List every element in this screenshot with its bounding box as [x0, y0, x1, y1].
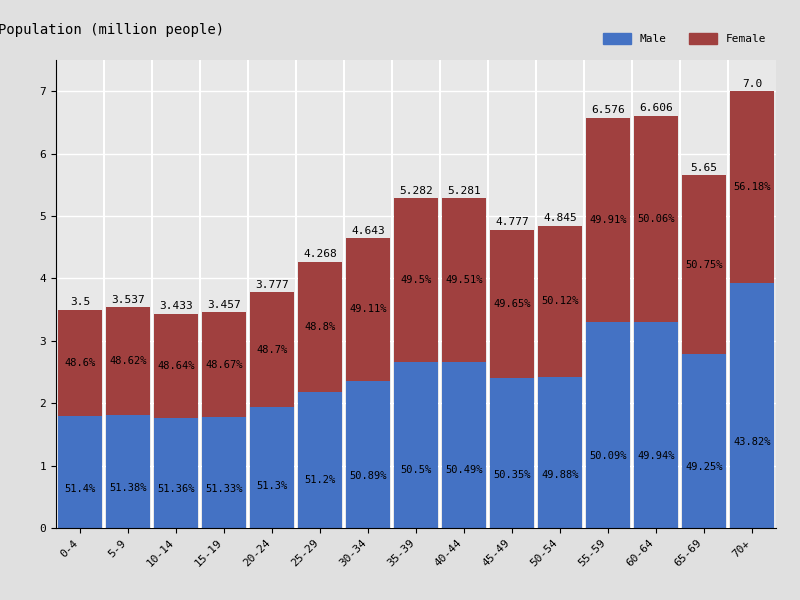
- Text: 51.36%: 51.36%: [158, 484, 194, 494]
- Text: 48.67%: 48.67%: [206, 360, 242, 370]
- Bar: [730, 283, 774, 528]
- Bar: [250, 292, 294, 407]
- Bar: [202, 312, 246, 417]
- Bar: [442, 199, 486, 362]
- Text: 48.64%: 48.64%: [158, 361, 194, 371]
- Text: 5.282: 5.282: [399, 186, 433, 196]
- Text: 3.433: 3.433: [159, 301, 193, 311]
- Bar: [346, 380, 390, 528]
- Text: 43.82%: 43.82%: [734, 437, 770, 447]
- Bar: [346, 238, 390, 380]
- Text: 49.94%: 49.94%: [638, 451, 674, 461]
- Text: 50.5%: 50.5%: [400, 465, 432, 475]
- Text: 48.7%: 48.7%: [256, 345, 288, 355]
- Text: 51.4%: 51.4%: [64, 484, 96, 494]
- Text: 3.457: 3.457: [207, 300, 241, 310]
- Text: 50.49%: 50.49%: [446, 465, 482, 475]
- Text: 49.5%: 49.5%: [400, 275, 432, 285]
- Text: 49.11%: 49.11%: [350, 304, 386, 314]
- Text: 6.606: 6.606: [639, 103, 673, 113]
- Text: Population (million people): Population (million people): [0, 23, 225, 37]
- Text: 51.3%: 51.3%: [256, 481, 288, 491]
- Bar: [586, 118, 630, 322]
- Text: 50.75%: 50.75%: [686, 260, 722, 270]
- Bar: [298, 392, 342, 528]
- Text: 48.6%: 48.6%: [64, 358, 96, 368]
- Text: 50.06%: 50.06%: [638, 214, 674, 224]
- Text: 4.845: 4.845: [543, 213, 577, 223]
- Bar: [490, 378, 534, 528]
- Text: 4.777: 4.777: [495, 217, 529, 227]
- Bar: [394, 199, 438, 362]
- Bar: [298, 262, 342, 392]
- Text: 3.777: 3.777: [255, 280, 289, 290]
- Bar: [682, 355, 726, 528]
- Bar: [394, 362, 438, 528]
- Bar: [442, 362, 486, 528]
- Text: 4.643: 4.643: [351, 226, 385, 236]
- Bar: [58, 310, 102, 416]
- Text: 3.5: 3.5: [70, 297, 90, 307]
- Legend: Male, Female: Male, Female: [598, 28, 770, 49]
- Text: 50.12%: 50.12%: [542, 296, 578, 307]
- Bar: [730, 91, 774, 283]
- Text: 7.0: 7.0: [742, 79, 762, 89]
- Text: 3.537: 3.537: [111, 295, 145, 305]
- Bar: [58, 416, 102, 528]
- Text: 51.33%: 51.33%: [206, 484, 242, 494]
- Bar: [634, 322, 678, 528]
- Text: 49.65%: 49.65%: [494, 299, 530, 309]
- Text: 48.62%: 48.62%: [110, 356, 146, 366]
- Bar: [490, 230, 534, 378]
- Bar: [106, 307, 150, 415]
- Text: 49.25%: 49.25%: [686, 462, 722, 472]
- Text: 48.8%: 48.8%: [304, 322, 336, 332]
- Bar: [250, 407, 294, 528]
- Bar: [202, 417, 246, 528]
- Bar: [634, 116, 678, 322]
- Text: 51.2%: 51.2%: [304, 475, 336, 485]
- Bar: [682, 175, 726, 355]
- Text: 49.51%: 49.51%: [446, 275, 482, 285]
- Bar: [538, 377, 582, 528]
- Text: 56.18%: 56.18%: [734, 182, 770, 192]
- Bar: [586, 322, 630, 528]
- Text: 50.09%: 50.09%: [590, 451, 626, 461]
- Text: 49.88%: 49.88%: [542, 470, 578, 480]
- Text: 5.281: 5.281: [447, 186, 481, 196]
- Bar: [154, 418, 198, 528]
- Text: 6.576: 6.576: [591, 105, 625, 115]
- Text: 49.91%: 49.91%: [590, 215, 626, 225]
- Text: 51.38%: 51.38%: [110, 484, 146, 493]
- Bar: [154, 314, 198, 418]
- Text: 5.65: 5.65: [690, 163, 718, 173]
- Text: 50.35%: 50.35%: [494, 470, 530, 481]
- Text: 50.89%: 50.89%: [350, 472, 386, 481]
- Text: 4.268: 4.268: [303, 249, 337, 259]
- Bar: [106, 415, 150, 528]
- Bar: [538, 226, 582, 377]
